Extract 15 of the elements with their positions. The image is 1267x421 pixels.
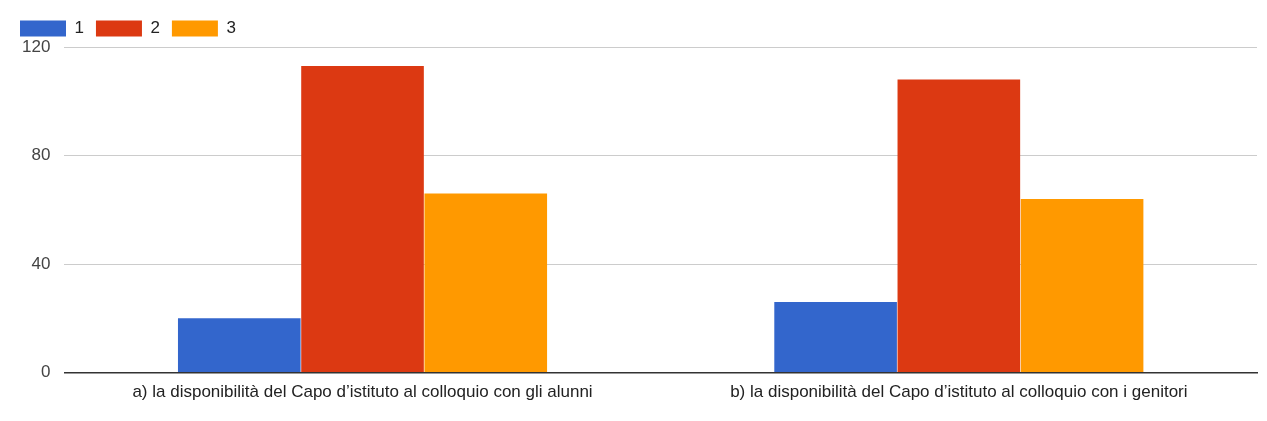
bar — [1020, 198, 1144, 373]
y-tick-label: 120 — [21, 36, 51, 56]
bar — [301, 65, 424, 373]
x-tick-label: a) la disponibilità del Capo d’istituto al colloquio con gli alunni — [132, 382, 593, 402]
bar — [177, 318, 301, 373]
bar — [774, 302, 897, 373]
x-tick-label: b) la disponibilità del Capo d’istituto al colloquio con i genitori — [730, 382, 1188, 402]
bar — [897, 79, 1021, 373]
y-tick-label: 0 — [40, 362, 51, 382]
legend-label: 2 — [150, 18, 160, 38]
bar — [424, 193, 548, 373]
legend-label: 3 — [226, 18, 236, 38]
y-tick-label: 80 — [31, 145, 51, 165]
y-tick-label: 40 — [31, 253, 51, 273]
legend-label: 1 — [74, 18, 84, 38]
